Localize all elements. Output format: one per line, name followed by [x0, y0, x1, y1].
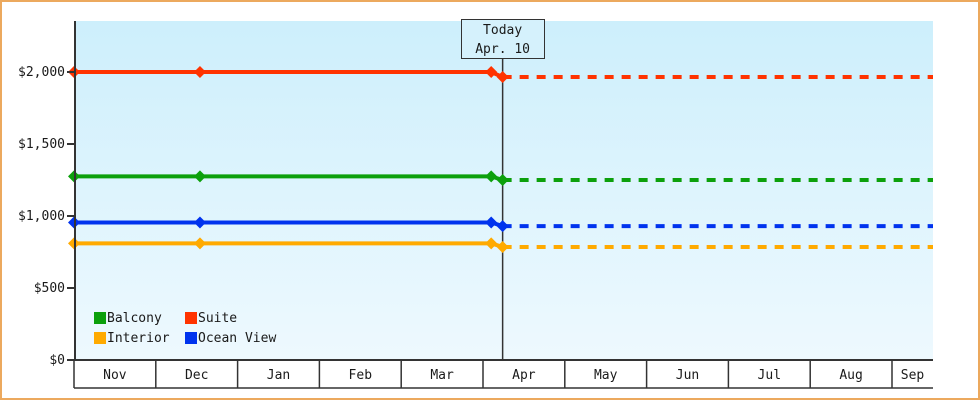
legend-swatch-interior — [94, 332, 106, 344]
data-point-balcony — [496, 174, 509, 186]
data-point-suite — [485, 66, 498, 78]
x-axis-label-mar: Mar — [430, 368, 454, 383]
x-axis-label-may: May — [594, 368, 618, 383]
legend-item-balcony: Balcony — [94, 310, 185, 326]
x-axis-label-jan: Jan — [267, 368, 290, 383]
y-axis-label: $2,000 — [18, 65, 65, 80]
legend-label-interior: Interior — [107, 330, 170, 346]
series-interior — [68, 237, 933, 253]
data-point-ocean-view — [496, 220, 509, 233]
data-point-balcony — [193, 170, 206, 183]
data-point-interior — [496, 240, 509, 253]
data-point-interior — [485, 237, 498, 250]
today-annotation-line2: Apr. 10 — [475, 42, 531, 57]
series-balcony — [68, 170, 933, 186]
today-annotation-line1: Today — [483, 23, 523, 38]
data-point-ocean-view — [193, 216, 206, 229]
y-axis-label: $0 — [49, 353, 65, 368]
legend: Balcony Suite Interior Ocean View — [94, 310, 277, 346]
data-point-balcony — [485, 170, 498, 183]
legend-swatch-suite — [185, 312, 197, 324]
data-point-ocean-view — [485, 216, 498, 229]
x-axis-label-dec: Dec — [185, 368, 208, 383]
data-point-suite — [496, 71, 509, 84]
legend-label-suite: Suite — [198, 310, 238, 326]
legend-item-ocean-view: Ocean View — [185, 330, 277, 346]
y-axis-label: $1,000 — [18, 209, 65, 224]
legend-swatch-balcony — [94, 312, 106, 324]
x-axis-label-feb: Feb — [349, 368, 373, 383]
data-point-suite — [193, 66, 206, 78]
legend-item-interior: Interior — [94, 330, 185, 346]
today-annotation: Today Apr. 10 — [460, 19, 545, 59]
x-axis-label-jun: Jun — [676, 368, 699, 383]
x-axis-label-jul: Jul — [758, 368, 781, 383]
y-axis — [74, 21, 76, 360]
data-point-interior — [193, 237, 206, 250]
series-ocean-view — [68, 216, 933, 233]
x-axis-label-sep: Sep — [901, 368, 925, 383]
legend-item-suite: Suite — [185, 310, 276, 326]
y-axis-label: $1,500 — [18, 137, 65, 152]
legend-label-ocean-view: Ocean View — [198, 330, 277, 346]
x-axis-label-apr: Apr — [512, 368, 536, 383]
y-axis-label: $500 — [34, 281, 65, 296]
x-axis-label-nov: Nov — [103, 368, 127, 383]
x-axis-label-aug: Aug — [839, 368, 862, 383]
series-suite — [68, 66, 933, 84]
legend-swatch-ocean-view — [185, 332, 197, 344]
legend-label-balcony: Balcony — [107, 310, 162, 326]
